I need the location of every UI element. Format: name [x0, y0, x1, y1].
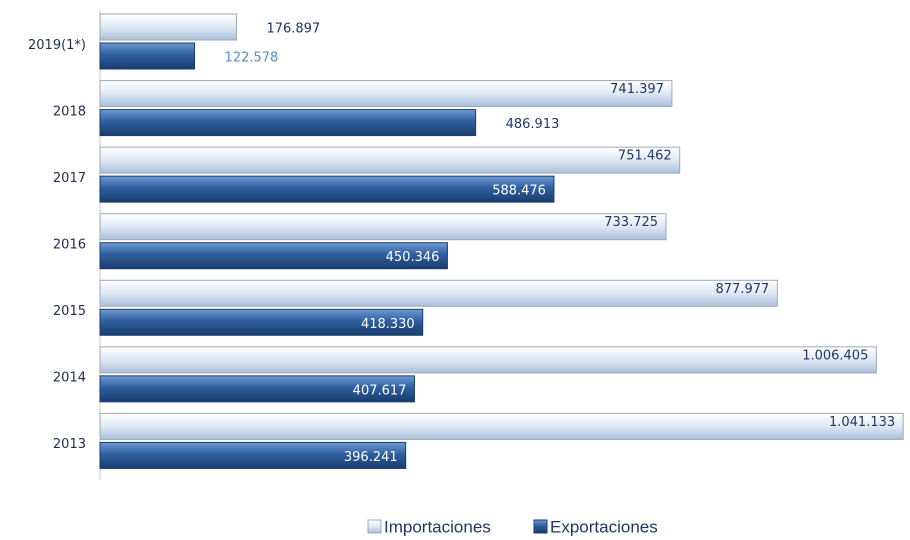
bar: [99, 175, 555, 203]
data-label: 176.897: [266, 22, 320, 37]
data-label: 450.346: [386, 250, 440, 265]
y-tick-label: 2018: [53, 104, 86, 119]
bar: [99, 346, 877, 374]
legend-swatch: [533, 519, 548, 534]
bar: [99, 146, 681, 174]
bar: [99, 375, 415, 403]
legend-label: Exportaciones: [550, 517, 658, 536]
data-label: 486.913: [506, 117, 560, 132]
bar: [99, 242, 448, 270]
bar: [99, 80, 673, 108]
y-tick-label: 2017: [53, 171, 86, 186]
bar: [99, 42, 196, 70]
data-label: 733.725: [604, 215, 658, 230]
bar: [99, 109, 477, 137]
data-label: 122.578: [225, 51, 279, 66]
data-label: 751.462: [618, 149, 672, 164]
bar: [99, 441, 407, 469]
data-label: 588.476: [492, 184, 546, 199]
bar: [99, 279, 778, 307]
legend-swatch: [367, 519, 382, 534]
y-tick-label: 2016: [53, 238, 86, 253]
bar: [99, 13, 237, 41]
data-label: 741.397: [610, 82, 664, 97]
y-tick-label: 2019(1*): [28, 38, 86, 53]
y-tick-label: 2014: [53, 371, 86, 386]
bar: [99, 213, 667, 241]
y-tick-label: 2013: [53, 437, 86, 452]
bar: [99, 412, 904, 440]
legend: Importaciones Exportaciones: [367, 517, 658, 536]
data-label: 1.006.405: [802, 348, 868, 363]
legend-label: Importaciones: [384, 517, 491, 536]
y-tick-label: 2015: [53, 304, 86, 319]
bar: [99, 308, 424, 336]
data-label: 396.241: [344, 450, 398, 465]
data-label: 418.330: [361, 317, 415, 332]
data-label: 877.977: [716, 282, 770, 297]
data-label: 1.041.133: [829, 415, 895, 430]
data-label: 407.617: [353, 383, 407, 398]
